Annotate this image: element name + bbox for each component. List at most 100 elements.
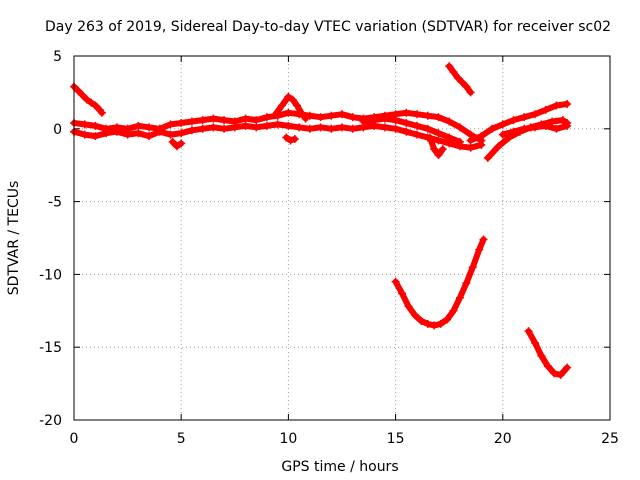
data-point <box>80 120 89 129</box>
series-layer <box>70 62 572 379</box>
data-point <box>445 62 454 71</box>
ticks: 0 5 10 15 20 25 -20 -15 -10 -5 0 5 <box>39 49 619 447</box>
data-point <box>413 110 422 119</box>
data-point <box>434 136 443 145</box>
data-point <box>172 142 181 151</box>
y-axis-label: SDTVAR / TECUs <box>6 181 22 296</box>
data-point <box>297 108 306 117</box>
data-point <box>338 123 346 132</box>
data-point <box>91 132 100 141</box>
data-point <box>198 124 207 133</box>
data-point <box>488 124 497 133</box>
data-point <box>87 98 96 107</box>
data-point <box>477 132 486 141</box>
data-point <box>241 114 250 123</box>
data-point <box>209 123 218 132</box>
data-point <box>209 114 218 123</box>
data-point <box>558 116 567 125</box>
data-point <box>563 363 572 372</box>
data-point <box>434 113 443 122</box>
data-point <box>498 120 507 129</box>
data-point <box>524 327 533 336</box>
data-point <box>82 95 91 104</box>
y-tick-label: -15 <box>39 340 62 356</box>
data-point <box>391 124 400 133</box>
data-point <box>436 319 445 328</box>
x-tick-label: 0 <box>70 431 79 447</box>
data-point <box>78 91 87 100</box>
series-late-descent <box>524 327 572 379</box>
data-point <box>91 121 100 130</box>
data-point <box>477 140 486 149</box>
data-point <box>413 121 422 130</box>
data-point <box>520 124 529 133</box>
data-point <box>402 108 411 117</box>
data-point <box>434 129 443 138</box>
data-point <box>398 289 407 298</box>
data-point <box>455 137 464 146</box>
data-point <box>134 129 143 138</box>
data-point <box>97 108 106 117</box>
data-point <box>466 143 475 152</box>
data-point <box>74 86 83 95</box>
data-point <box>359 117 368 126</box>
data-point <box>445 117 454 126</box>
data-point <box>563 121 572 130</box>
data-point <box>370 116 379 125</box>
data-point <box>327 111 336 120</box>
data-point <box>425 133 434 142</box>
data-point <box>271 110 280 119</box>
data-point <box>423 319 432 328</box>
data-point <box>168 137 177 146</box>
series-rise-end-2 <box>483 116 572 162</box>
data-point <box>348 124 357 133</box>
data-point <box>284 108 293 117</box>
series-rise-end-3 <box>498 121 572 139</box>
plot-frame <box>73 55 611 421</box>
data-point <box>530 110 539 119</box>
data-point <box>443 315 452 324</box>
data-point <box>391 277 400 286</box>
series-band-c-late <box>359 114 464 146</box>
data-point <box>449 68 458 77</box>
y-tick-label: 0 <box>53 122 62 138</box>
x-tick-label: 10 <box>279 431 297 447</box>
data-point <box>102 129 111 138</box>
data-point <box>498 130 507 139</box>
series-band-b <box>70 120 486 152</box>
data-point <box>252 123 261 132</box>
data-point <box>288 95 297 104</box>
data-point <box>423 124 432 133</box>
data-point <box>453 73 462 82</box>
data-point <box>391 116 400 125</box>
data-point <box>91 101 100 110</box>
data-point <box>187 126 196 135</box>
data-point <box>541 105 550 114</box>
data-point <box>458 78 467 87</box>
data-point <box>548 117 557 126</box>
data-point <box>479 235 488 244</box>
data-point <box>273 120 282 129</box>
data-point <box>134 121 143 130</box>
data-point <box>537 351 546 360</box>
data-point <box>380 114 389 123</box>
data-point <box>520 113 529 122</box>
series-track <box>467 101 571 144</box>
series-track <box>426 134 446 158</box>
data-point <box>483 153 492 162</box>
y-tick-label: -10 <box>39 267 62 283</box>
series-short-at-5 <box>168 137 186 151</box>
series-arc-start-high <box>70 82 106 117</box>
data-point <box>348 113 357 122</box>
data-point <box>438 145 447 154</box>
data-point <box>434 151 443 160</box>
data-point <box>277 101 286 110</box>
data-point <box>541 121 550 130</box>
y-tick-label: 5 <box>53 49 62 65</box>
data-point <box>552 124 561 133</box>
data-point <box>327 124 336 133</box>
x-axis-label: GPS time / hours <box>281 459 398 475</box>
data-point <box>449 306 458 315</box>
data-point <box>455 293 464 302</box>
data-point <box>145 132 154 141</box>
